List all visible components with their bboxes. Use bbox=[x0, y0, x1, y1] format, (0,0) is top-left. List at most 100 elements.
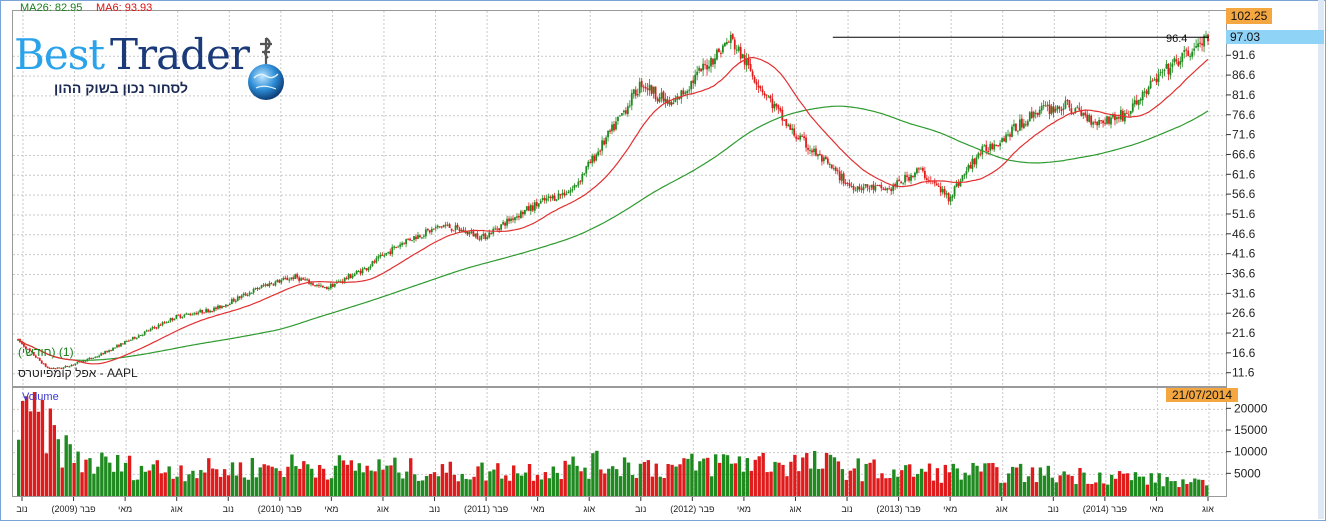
price-candle bbox=[1038, 106, 1041, 118]
volume-bar bbox=[789, 461, 793, 496]
price-tick-label: 36.6 bbox=[1232, 266, 1256, 280]
price-candle bbox=[636, 88, 639, 98]
price-candle bbox=[977, 151, 980, 160]
price-candle bbox=[799, 132, 802, 142]
volume-bar bbox=[777, 462, 781, 496]
price-candle bbox=[252, 287, 255, 295]
price-candle bbox=[1078, 102, 1081, 111]
time-tick-label: נוב bbox=[429, 504, 440, 514]
price-candle bbox=[1007, 129, 1009, 137]
price-candle bbox=[953, 185, 956, 199]
price-candle bbox=[329, 281, 332, 291]
price-candle bbox=[933, 178, 936, 187]
price-candle bbox=[500, 223, 503, 232]
volume-bar bbox=[139, 465, 144, 496]
price-panel[interactable] bbox=[12, 10, 1227, 387]
price-candle bbox=[1199, 36, 1201, 48]
volume-bar bbox=[820, 468, 825, 496]
price-candle bbox=[242, 292, 245, 298]
volume-bar bbox=[828, 454, 833, 496]
symbol-label: אפל קומפיוטרס - AAPL bbox=[18, 366, 138, 380]
volume-bar bbox=[369, 470, 373, 496]
price-candle bbox=[615, 116, 617, 131]
price-candle bbox=[565, 190, 568, 196]
price-candle bbox=[92, 357, 95, 359]
volume-bar bbox=[599, 469, 603, 496]
price-candle bbox=[1137, 99, 1140, 110]
price-tick-label: 81.6 bbox=[1232, 88, 1256, 102]
volume-bar bbox=[880, 473, 884, 496]
price-candle bbox=[1048, 99, 1051, 120]
price-candle bbox=[759, 85, 762, 92]
price-candle bbox=[314, 285, 316, 287]
price-candle bbox=[300, 276, 303, 282]
volume-bar bbox=[321, 468, 326, 496]
price-candle bbox=[262, 282, 265, 287]
volume-bar bbox=[1173, 481, 1177, 496]
price-candle bbox=[601, 136, 604, 156]
price-candle bbox=[357, 269, 360, 273]
price-candle bbox=[407, 238, 409, 241]
price-candle bbox=[125, 340, 128, 342]
price-candle bbox=[272, 283, 275, 286]
price-tick-label: 26.6 bbox=[1232, 306, 1256, 320]
volume-bar bbox=[686, 458, 690, 496]
volume-bar bbox=[824, 452, 829, 496]
volume-bar bbox=[373, 471, 377, 496]
volume-bar bbox=[935, 468, 940, 496]
volume-bar bbox=[785, 476, 789, 496]
price-candle bbox=[921, 166, 924, 173]
volume-bar bbox=[112, 471, 116, 496]
volume-bar bbox=[575, 465, 579, 496]
price-candle bbox=[1001, 137, 1003, 143]
price-candle bbox=[98, 354, 101, 358]
volume-bar bbox=[769, 471, 773, 496]
price-candle bbox=[133, 336, 136, 340]
price-candle bbox=[333, 283, 336, 288]
price-candle bbox=[397, 245, 400, 248]
time-tick-label: אוג bbox=[377, 504, 389, 514]
ma26-line bbox=[17, 105, 1209, 361]
price-candle bbox=[139, 335, 142, 337]
volume-bar bbox=[1129, 480, 1134, 496]
volume-bar bbox=[955, 468, 959, 496]
price-candle bbox=[840, 170, 843, 185]
price-candle bbox=[702, 58, 704, 77]
volume-bar bbox=[72, 462, 76, 496]
price-candle bbox=[838, 166, 841, 184]
price-candle bbox=[525, 205, 528, 212]
volume-bar bbox=[187, 474, 191, 496]
volume-bar bbox=[1074, 484, 1078, 496]
volume-chart-svg[interactable] bbox=[13, 388, 1226, 496]
volume-bar bbox=[587, 478, 591, 496]
price-candle bbox=[161, 321, 164, 327]
volume-tick-label: 15000 bbox=[1234, 423, 1268, 437]
price-candle bbox=[46, 366, 49, 369]
price-candle bbox=[654, 86, 657, 102]
price-candle bbox=[436, 224, 439, 230]
price-candle bbox=[1108, 116, 1110, 126]
price-candle bbox=[898, 176, 901, 182]
price-candle bbox=[801, 133, 803, 138]
volume-panel[interactable] bbox=[12, 387, 1227, 497]
time-tick-label: מאי bbox=[324, 504, 338, 514]
price-chart-svg[interactable] bbox=[13, 11, 1226, 386]
price-candle bbox=[947, 192, 950, 205]
price-candle bbox=[518, 213, 520, 221]
price-candle bbox=[836, 167, 839, 175]
volume-bar bbox=[896, 476, 900, 496]
price-tick-label: 51.6 bbox=[1232, 207, 1256, 221]
volume-bar bbox=[306, 464, 310, 496]
volume-bar bbox=[979, 471, 983, 496]
volume-bar bbox=[377, 459, 381, 496]
price-candle bbox=[290, 277, 293, 281]
price-candle bbox=[1179, 56, 1182, 69]
price-candle bbox=[1207, 33, 1209, 46]
price-candle bbox=[846, 181, 849, 187]
time-tick-label: אוג bbox=[790, 504, 802, 514]
price-candle bbox=[549, 195, 552, 202]
price-candle bbox=[215, 306, 217, 312]
volume-bar bbox=[1165, 476, 1169, 496]
time-tick-label: (2012) פבר bbox=[670, 504, 714, 514]
price-candle bbox=[246, 293, 249, 297]
